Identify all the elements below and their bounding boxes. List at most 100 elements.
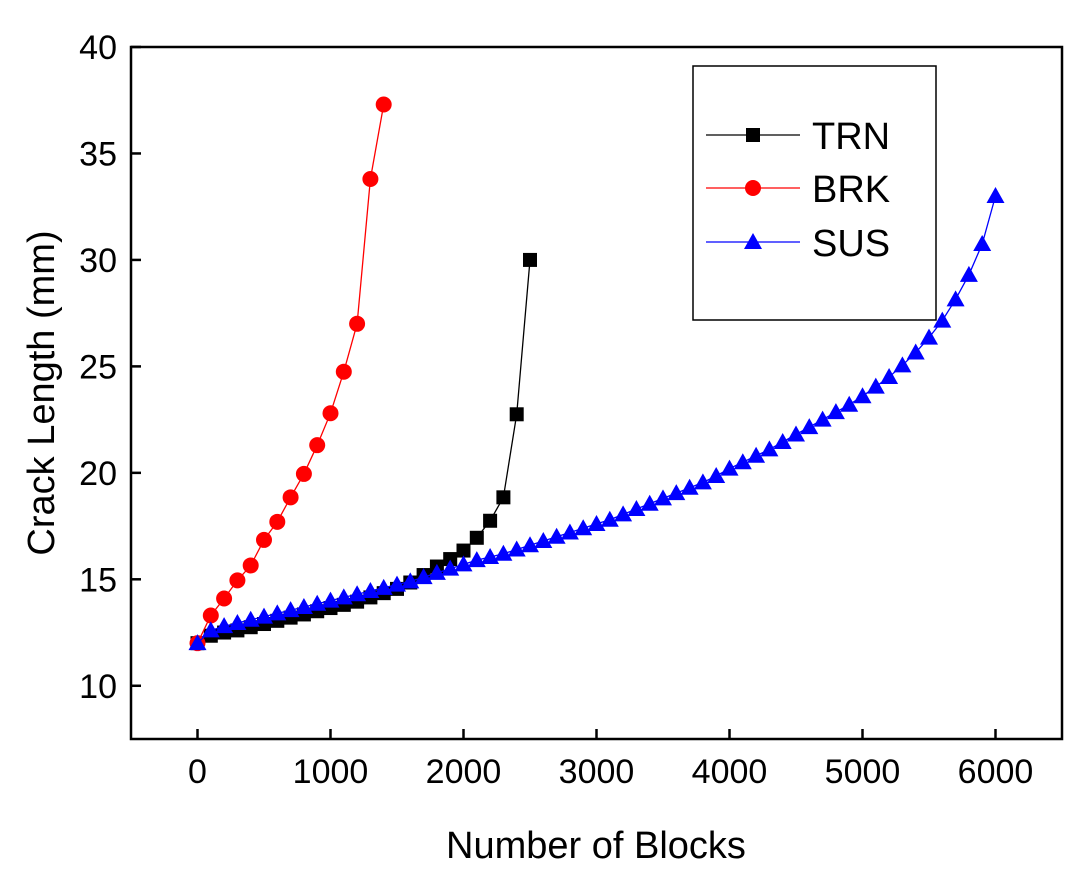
legend-item-trn: TRN	[706, 116, 890, 158]
data-point-sus	[853, 387, 872, 404]
data-point-sus	[787, 425, 805, 442]
data-point-brk	[322, 405, 339, 422]
x-tick-label: 4000	[692, 753, 768, 791]
data-point-sus	[866, 377, 885, 394]
legend-marker-brk	[745, 180, 761, 196]
series-sus	[188, 187, 1005, 651]
data-point-sus	[427, 563, 446, 580]
data-point-sus	[294, 597, 313, 614]
series-line-brk	[196, 104, 385, 644]
data-point-sus	[481, 547, 500, 564]
data-point-sus	[401, 572, 420, 589]
y-axis-title: Crack Length (mm)	[21, 230, 63, 555]
data-point-sus	[800, 418, 819, 435]
data-point-brk	[295, 465, 312, 482]
data-point-sus	[747, 446, 766, 463]
x-tick-label: 2000	[426, 753, 502, 791]
legend: TRN BRK SUS	[692, 65, 937, 321]
data-point-brk	[242, 557, 259, 574]
data-point-sus	[507, 540, 526, 557]
data-point-brk	[375, 96, 392, 113]
data-point-sus	[627, 500, 646, 517]
data-point-sus	[534, 531, 553, 548]
data-point-sus	[321, 591, 340, 608]
data-point-sus	[654, 489, 672, 506]
data-point-sus	[441, 559, 460, 576]
data-point-brk	[216, 590, 233, 607]
y-tick-label: 15	[79, 561, 117, 599]
data-point-trn	[483, 513, 498, 528]
data-point-sus	[467, 551, 486, 568]
data-point-sus	[600, 510, 619, 527]
data-point-sus	[959, 265, 978, 282]
data-point-sus	[388, 575, 406, 592]
data-point-trn	[523, 252, 537, 267]
data-point-sus	[693, 473, 712, 490]
y-tick-label: 25	[79, 348, 117, 386]
data-point-sus	[334, 588, 353, 605]
data-point-sus	[986, 187, 1005, 204]
y-axis: 10 15 20 25 30 35 40	[79, 29, 141, 706]
data-point-sus	[733, 453, 752, 470]
data-point-sus	[308, 594, 327, 611]
data-point-sus	[893, 356, 912, 373]
data-point-trn	[496, 490, 511, 505]
legend-item-brk: BRK	[706, 169, 890, 211]
x-axis-title: Number of Blocks	[446, 825, 746, 867]
data-point-sus	[840, 395, 859, 412]
y-tick-label: 30	[79, 242, 117, 280]
data-point-trn	[509, 407, 524, 422]
data-point-sus	[494, 544, 513, 561]
x-axis: 0 1000 2000 3000 4000 5000 6000	[188, 729, 1033, 791]
data-point-brk	[349, 315, 366, 332]
data-point-sus	[720, 459, 739, 476]
data-point-sus	[241, 610, 260, 627]
data-point-sus	[348, 585, 367, 602]
data-point-sus	[773, 432, 792, 449]
data-point-brk	[335, 363, 352, 380]
data-point-trn	[443, 552, 458, 567]
data-point-trn	[469, 530, 484, 545]
x-tick-label: 3000	[559, 753, 635, 791]
data-point-sus	[614, 505, 633, 522]
data-point-sus	[880, 368, 899, 385]
data-point-sus	[920, 328, 938, 345]
data-point-sus	[268, 604, 287, 621]
x-tick-label: 6000	[958, 753, 1034, 791]
data-point-sus	[228, 613, 247, 630]
data-point-sus	[667, 484, 686, 501]
data-point-sus	[560, 523, 579, 540]
data-point-sus	[813, 410, 832, 427]
data-point-sus	[826, 403, 845, 420]
y-tick-label: 35	[79, 135, 117, 173]
y-tick-label: 20	[79, 455, 117, 493]
data-point-brk	[229, 572, 246, 589]
data-point-sus	[454, 555, 473, 572]
x-tick-label: 1000	[293, 753, 369, 791]
x-tick-label: 5000	[825, 753, 901, 791]
series-layer	[188, 96, 1005, 652]
y-tick-label: 40	[79, 29, 117, 67]
x-tick-label: 0	[188, 753, 207, 791]
data-point-sus	[255, 607, 273, 624]
series-trn	[190, 252, 537, 651]
legend-label: BRK	[812, 169, 890, 211]
data-point-sus	[587, 514, 606, 531]
data-point-brk	[269, 513, 286, 530]
legend-box	[692, 65, 937, 321]
series-line-trn	[197, 259, 531, 644]
legend-label: SUS	[812, 223, 890, 265]
data-point-sus	[640, 494, 659, 511]
data-point-brk	[256, 531, 272, 548]
data-point-sus	[201, 621, 220, 638]
data-point-brk	[202, 607, 219, 624]
data-point-sus	[547, 527, 566, 544]
data-point-brk	[282, 489, 299, 506]
data-point-sus	[574, 519, 593, 536]
data-point-sus	[361, 582, 380, 599]
legend-marker-trn	[746, 128, 760, 142]
y-tick-label: 10	[79, 668, 117, 706]
series-brk	[189, 96, 392, 652]
data-point-sus	[521, 536, 539, 553]
legend-item-sus: SUS	[706, 223, 890, 265]
